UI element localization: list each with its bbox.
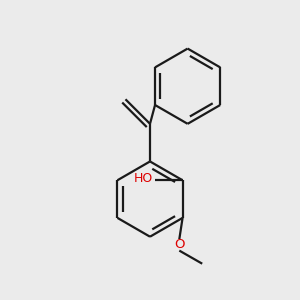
Text: O: O [174,238,184,250]
Text: HO: HO [134,172,153,185]
